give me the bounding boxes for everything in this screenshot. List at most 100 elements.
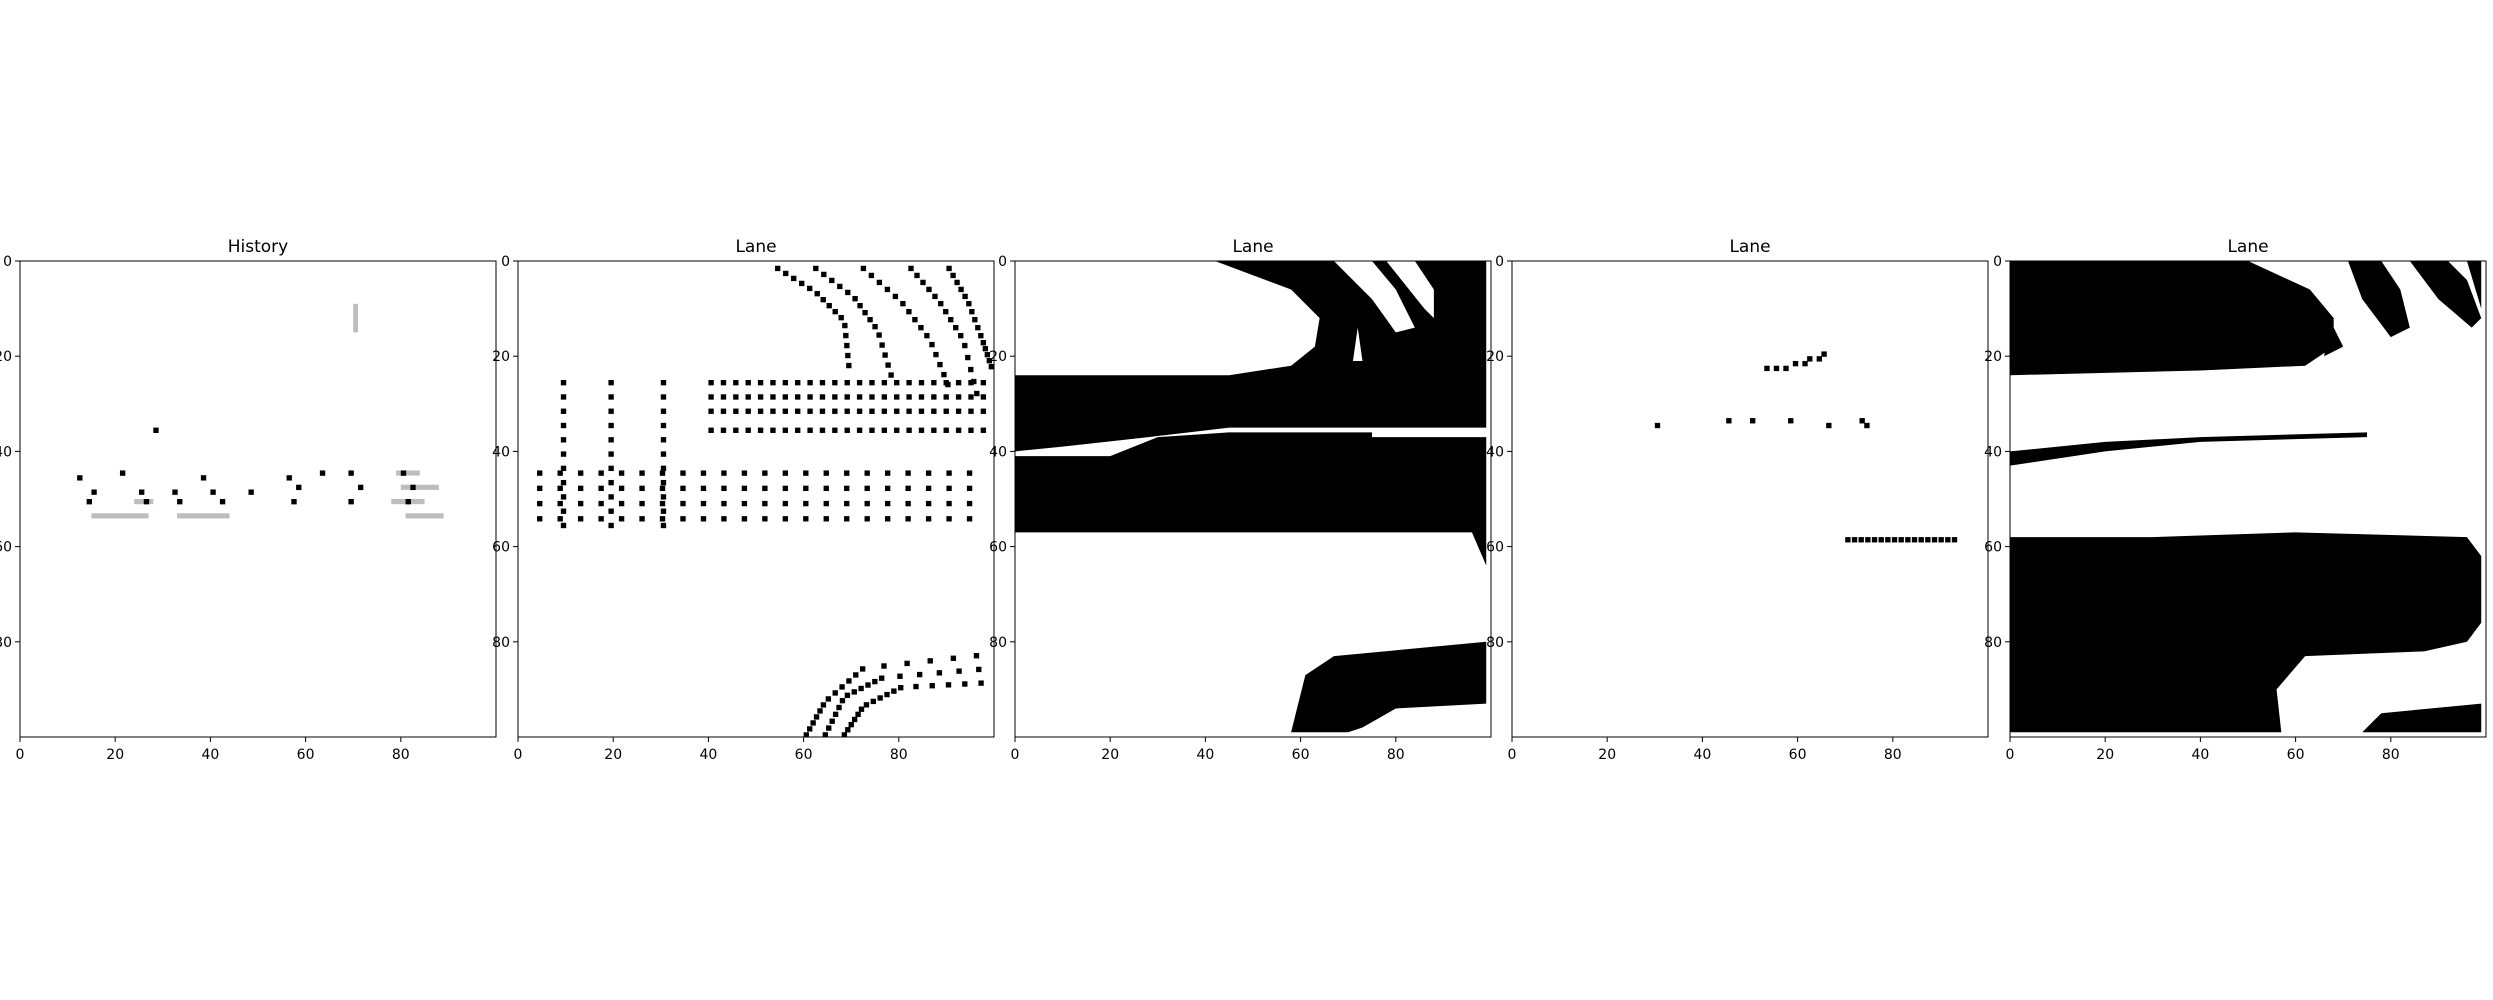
pixel [557,485,563,492]
pixel [980,380,987,386]
upper-strip [2466,261,2482,309]
point [91,489,97,495]
lane-dot [962,681,968,687]
point [1864,422,1870,429]
pixel [762,470,768,476]
pixel [943,427,949,433]
lane-dot [839,684,845,690]
x-tick-label: 60 [1292,747,1310,763]
lane-dot [958,332,964,339]
x-tick-label: 60 [1789,747,1807,763]
pixel [966,470,973,476]
lane-dot [984,352,991,358]
pixel [931,380,937,386]
pixel [577,485,584,492]
pixel [955,394,962,400]
pixel [659,516,666,522]
lane-dot [974,390,980,397]
lane-dot [860,265,867,272]
pixel [905,485,911,492]
pixel [844,500,850,507]
pixel [721,500,727,507]
pixel [925,485,932,492]
lane-dot [863,702,870,708]
panel-5: 0 20 40 60 80 0 20 40 60 80 Lane [1984,237,2487,763]
pixel [980,427,987,433]
lane-dot [980,340,987,346]
pixel [803,485,809,492]
pixel [807,380,813,386]
lane-dot [927,658,933,664]
pixel [700,500,707,507]
y-tick-label: 20 [492,349,510,365]
pixel [557,516,563,522]
pixel [968,427,974,433]
lane-dot [813,714,820,720]
lane-dot [941,371,947,378]
pixel [639,516,645,522]
pixel [680,500,686,507]
segment-dash [1905,537,1911,543]
lane-dot [867,316,873,323]
pixel [864,516,870,522]
panel-3: 0 20 40 60 80 0 20 40 60 80 Lane [989,237,1492,763]
island-white [1386,261,1434,319]
point [1826,422,1832,429]
pixel [966,485,973,492]
pixel [557,470,563,476]
lane-dot [882,352,888,358]
lane-dot [965,354,971,361]
lane-dot [948,316,954,323]
y-tick-label: 60 [0,540,12,556]
segment-dash [1891,537,1898,543]
lower-region [2010,532,2482,733]
point [1654,422,1661,429]
lane-dot [853,672,859,678]
lane-dot [918,324,924,331]
lane-dot [932,293,938,300]
island-white [1352,327,1363,361]
y-tick-label: 0 [998,254,1007,270]
pixel [795,427,801,433]
pixel [946,500,952,507]
lane-dot [962,293,968,300]
point [348,470,354,476]
lane-dot [807,726,813,732]
pixel [869,427,875,433]
lane-dot [799,280,805,287]
pixel [659,500,666,507]
point [139,489,145,495]
x-tick-label: 40 [201,747,219,763]
pixel [980,394,987,400]
lane-dot [822,732,828,737]
segment-dash [1851,537,1858,543]
pixel [931,427,937,433]
pixel [894,394,900,400]
island-white [1333,261,1415,333]
pixel [700,485,707,492]
panel-title: Lane [735,237,776,257]
lane-dot [878,675,885,681]
pixel [560,380,567,386]
lane-dot [976,666,982,673]
lane-dot [876,332,882,338]
x-tick-label: 60 [297,747,315,763]
lane-dot [832,690,838,696]
lane-dot [857,302,863,309]
lane-dot [881,663,887,669]
upper-strip [2324,318,2344,357]
pixel [931,394,937,400]
y-tick-label: 80 [1486,635,1504,651]
pixel [660,479,667,486]
pixel [894,380,900,386]
pixel [577,516,584,522]
pixel [823,500,829,507]
point [1821,351,1827,357]
panel-title: History [228,237,288,257]
pixel [864,470,870,476]
pixel [823,470,829,476]
pixel [770,427,776,433]
pixel [807,394,813,400]
lane-dot [845,727,851,733]
plot-area [537,265,994,737]
